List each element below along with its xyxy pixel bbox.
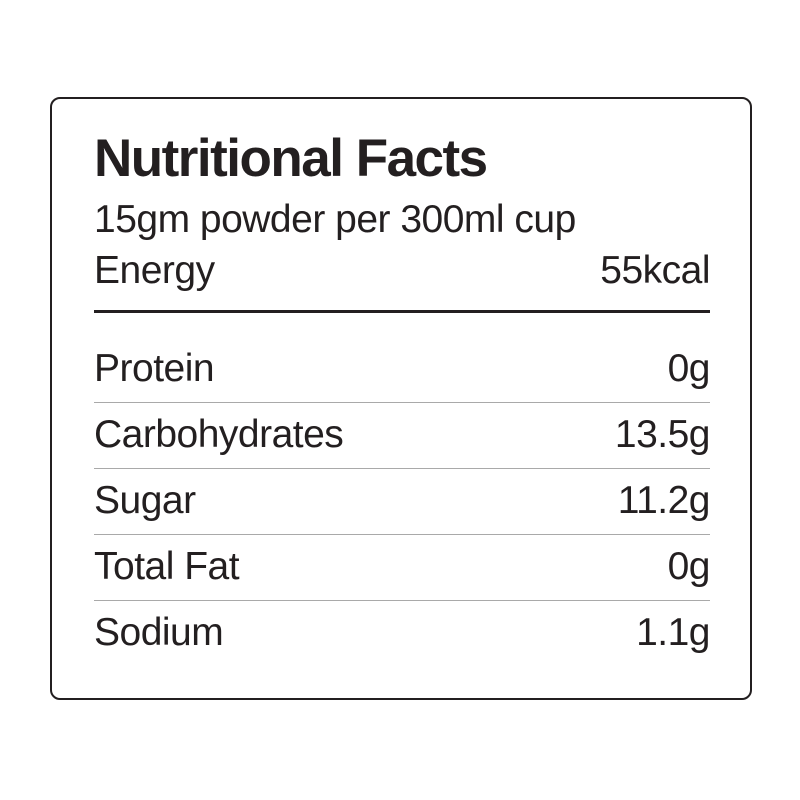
nutrient-value: 0g bbox=[667, 545, 711, 589]
nutrient-name: Carbohydrates bbox=[94, 413, 344, 457]
nutrient-value: 0g bbox=[667, 347, 711, 391]
nutrient-name: Protein bbox=[94, 347, 215, 391]
table-row-protein: Protein 0g bbox=[94, 337, 711, 404]
table-row-total-fat: Total Fat 0g bbox=[94, 535, 711, 602]
table-row-carbohydrates: Carbohydrates 13.5g bbox=[94, 403, 711, 470]
nutrient-name: Sodium bbox=[94, 611, 224, 655]
energy-value: 55kcal bbox=[600, 248, 710, 292]
table-row-sugar: Sugar 11.2g bbox=[94, 469, 711, 536]
nutrient-name: Total Fat bbox=[94, 545, 240, 589]
serving-size-text: 15gm powder per 300ml cup bbox=[94, 197, 576, 241]
nutrition-label: Nutritional Facts 15gm powder per 300ml … bbox=[50, 97, 752, 700]
nutrient-table: Protein 0g Carbohydrates 13.5g Sugar 11.… bbox=[94, 337, 711, 666]
nutrient-value: 11.2g bbox=[617, 479, 711, 523]
energy-label: Energy bbox=[94, 248, 215, 292]
nutrient-name: Sugar bbox=[94, 479, 196, 523]
nutrient-value: 1.1g bbox=[636, 611, 710, 655]
table-row-sodium: Sodium 1.1g bbox=[94, 601, 710, 666]
nutrient-value: 13.5g bbox=[614, 413, 711, 457]
energy-row: Energy 55kcal bbox=[94, 248, 710, 293]
nutrition-title: Nutritional Facts bbox=[94, 129, 488, 188]
energy-divider bbox=[94, 310, 710, 314]
